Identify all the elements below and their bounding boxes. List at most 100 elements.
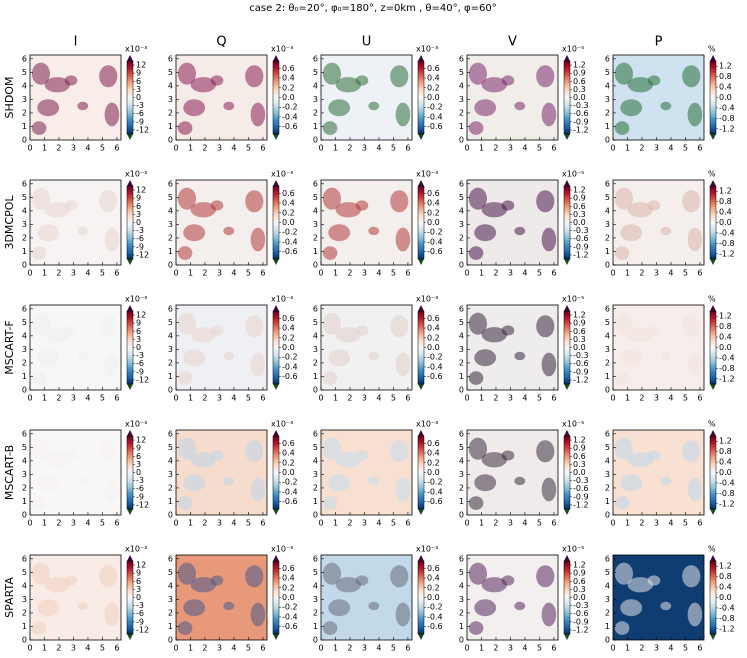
x-tick-label: 5 xyxy=(100,644,105,653)
y-tick-label: 3 xyxy=(168,345,173,354)
y-tick-label: 3 xyxy=(459,220,464,229)
x-tick-label: 1 xyxy=(42,519,47,528)
colorbar-tick-label: 0.0 xyxy=(719,343,732,352)
x-tick-label: 5 xyxy=(683,644,688,653)
x-tick-label: 6 xyxy=(551,644,556,653)
cloud-pattern xyxy=(514,226,526,236)
colorbar-extend-bottom xyxy=(127,634,133,640)
colorbar-tick-label: -12 xyxy=(136,500,149,509)
colorbar-tick-label: 0.4 xyxy=(427,74,440,83)
y-tick-label: 5 xyxy=(22,443,27,452)
cloud-pattern xyxy=(31,621,47,635)
colorbar-tick-label: -0.4 xyxy=(427,612,443,621)
x-tick-label: 4 xyxy=(668,519,673,528)
colorbar-extend-bottom xyxy=(710,259,716,265)
colorbar-tick-label: 0.6 xyxy=(427,314,440,323)
colorbar-tick-label: 0.2 xyxy=(427,83,440,92)
x-tick-label: 0 xyxy=(173,644,178,653)
colorbar-tick-label: 0.2 xyxy=(282,333,295,342)
cloud-pattern xyxy=(647,200,661,211)
y-tick-label: 5 xyxy=(22,568,27,577)
cloud-pattern xyxy=(99,315,118,338)
cloud-pattern xyxy=(177,621,193,635)
x-tick-label: 2 xyxy=(639,394,644,403)
cloud-pattern xyxy=(31,246,47,260)
colorbar-tick-label: -12 xyxy=(136,625,149,634)
colorbar xyxy=(272,560,280,635)
cloud-pattern xyxy=(501,575,515,586)
y-tick-label: 3 xyxy=(168,470,173,479)
colorbar-scale-label: x10⁻³ xyxy=(125,45,147,54)
cloud-pattern xyxy=(682,440,701,463)
cloud-pattern xyxy=(210,325,224,336)
x-tick-label: 2 xyxy=(493,144,498,153)
colorbar-tick-label: 0.0 xyxy=(282,343,295,352)
row-label: SHDOM xyxy=(3,77,16,119)
colorbar-tick-label: 0.2 xyxy=(427,333,440,342)
colorbar xyxy=(563,560,571,635)
x-tick-label: 1 xyxy=(479,519,484,528)
colorbar-tick-label: 1.2 xyxy=(573,561,586,570)
x-tick-label: 2 xyxy=(639,644,644,653)
cloud-pattern xyxy=(481,327,508,343)
x-tick-label: 0 xyxy=(27,144,32,153)
y-tick-label: 5 xyxy=(459,318,464,327)
x-tick-label: 2 xyxy=(202,394,207,403)
colorbar-tick-label: -1.2 xyxy=(719,374,735,383)
cloud-pattern xyxy=(335,577,362,593)
y-tick-label: 5 xyxy=(459,443,464,452)
y-tick-label: 0 xyxy=(459,136,464,145)
cloud-pattern xyxy=(614,187,634,210)
cloud-pattern xyxy=(614,437,634,460)
y-tick-label: 0 xyxy=(22,636,27,645)
y-tick-label: 3 xyxy=(605,220,610,229)
y-tick-label: 4 xyxy=(168,206,173,215)
cloud-pattern xyxy=(468,496,484,510)
y-tick-label: 0 xyxy=(313,136,318,145)
y-tick-label: 0 xyxy=(313,636,318,645)
x-tick-label: 2 xyxy=(56,269,61,278)
colorbar-extend-top xyxy=(273,180,279,186)
x-tick-label: 3 xyxy=(217,394,222,403)
colorbar-scale-label: x10⁻³ xyxy=(416,295,438,304)
cloud-pattern xyxy=(647,450,661,461)
cloud-pattern xyxy=(481,77,508,93)
colorbar-tick-label: -1.2 xyxy=(719,124,735,133)
cloud-pattern xyxy=(77,226,89,236)
y-tick-label: 5 xyxy=(168,568,173,577)
y-tick-label: 5 xyxy=(605,318,610,327)
y-tick-label: 1 xyxy=(605,497,610,506)
colorbar-tick-label: 3 xyxy=(136,85,141,94)
x-tick-label: 1 xyxy=(479,644,484,653)
y-tick-label: 5 xyxy=(313,318,318,327)
y-tick-label: 2 xyxy=(459,608,464,617)
y-tick-label: 2 xyxy=(313,483,318,492)
y-tick-label: 4 xyxy=(313,331,318,340)
colorbar-extend-top xyxy=(710,555,716,561)
colorbar-scale-label: x10⁻⁵ xyxy=(562,45,584,54)
y-tick-label: 1 xyxy=(459,122,464,131)
colorbar-tick-label: -0.6 xyxy=(427,122,443,131)
x-tick-label: 4 xyxy=(522,394,527,403)
cloud-pattern xyxy=(104,352,120,377)
colorbar-tick-label: -0.3 xyxy=(573,351,589,360)
y-tick-label: 3 xyxy=(22,95,27,104)
x-tick-label: 6 xyxy=(697,644,702,653)
colorbar-extend-bottom xyxy=(710,134,716,140)
x-tick-label: 6 xyxy=(551,269,556,278)
colorbar-tick-label: 0.3 xyxy=(573,335,586,344)
x-tick-label: 5 xyxy=(683,269,688,278)
colorbar-extend-bottom xyxy=(564,509,570,515)
colorbar-scale-label: x10⁻⁵ xyxy=(562,170,584,179)
x-tick-label: 4 xyxy=(85,644,90,653)
colorbar-tick-label: -0.4 xyxy=(282,237,298,246)
cloud-pattern xyxy=(474,349,497,367)
x-tick-label: 0 xyxy=(610,269,615,278)
colorbar-tick-label: -0.2 xyxy=(427,353,443,362)
x-tick-label: 0 xyxy=(610,519,615,528)
x-tick-label: 3 xyxy=(508,644,513,653)
colorbar-tick-label: -1.2 xyxy=(573,125,589,134)
y-tick-label: 6 xyxy=(313,304,318,313)
column-title: U xyxy=(362,35,372,50)
cloud-pattern xyxy=(335,202,362,218)
